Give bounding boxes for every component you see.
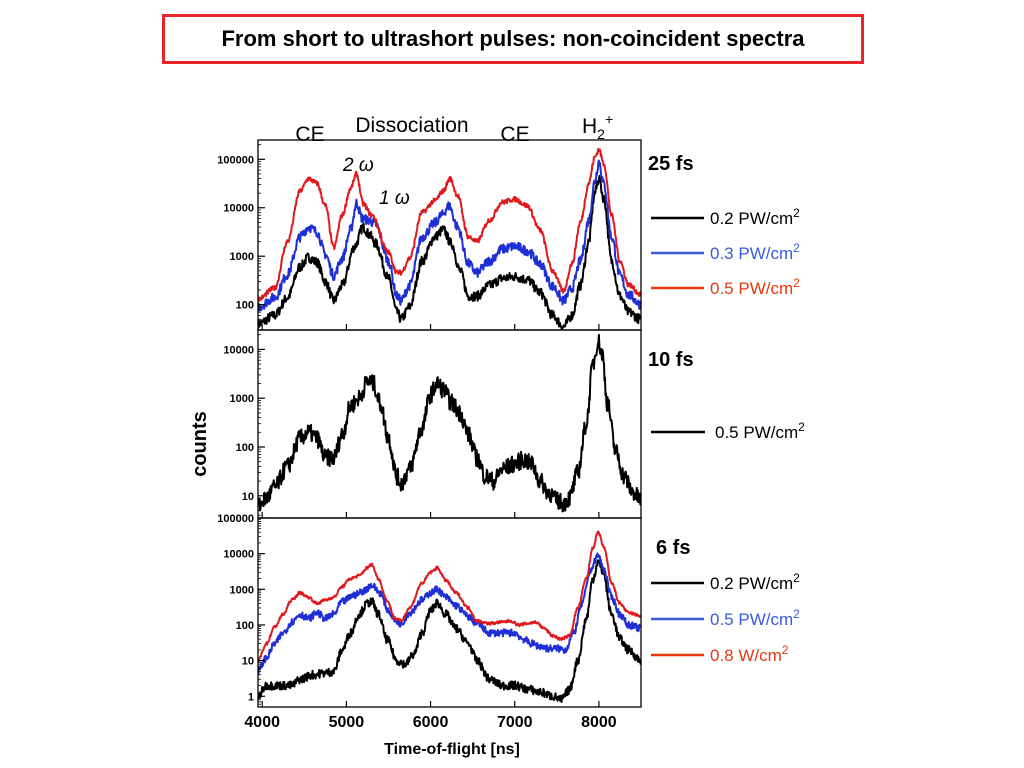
y-tick-label-2-2: 100: [236, 620, 254, 632]
label-h2-sup: +: [605, 111, 613, 127]
y-tick-label-0-0: 100: [236, 300, 254, 312]
slide-title: From short to ultrashort pulses: non-coi…: [162, 14, 864, 64]
y-tick-label-2-5: 100000: [217, 513, 254, 525]
y-tick-label-2-1: 10: [242, 656, 254, 668]
y-tick-label-2-3: 1000: [230, 584, 254, 596]
legend-text: 0.5 PW/cm: [715, 423, 798, 442]
y-tick-label-0-1: 1000: [230, 251, 254, 263]
label-h2-sub: 2: [597, 126, 605, 142]
legend-label-0-2: 0.5 PW/cm2: [710, 276, 800, 298]
panel-1: 10 100 1000 10000 10 fs 0.5 PW/cm2: [223, 329, 805, 519]
label-h2-base: H: [582, 115, 597, 138]
legend-text: 0.5 PW/cm: [710, 279, 793, 298]
x-tick-label-2: 6000: [413, 714, 449, 731]
series-line-0-1: [258, 159, 641, 313]
series-line-2-2: [258, 530, 641, 663]
legend-label-0-1: 0.3 PW/cm2: [710, 241, 800, 263]
x-axis-label: Time-of-flight [ns]: [384, 741, 520, 758]
y-tick-label-1-3: 10000: [223, 344, 254, 356]
legend-sup: 2: [793, 276, 800, 290]
panel-title-0: 25 fs: [648, 153, 694, 175]
legend-label-2-1: 0.5 PW/cm2: [710, 607, 800, 629]
label-one-omega: 1 ω: [379, 188, 410, 209]
legend-label-1-0: 0.5 PW/cm2: [715, 420, 805, 442]
label-ce-left: CE: [295, 123, 324, 146]
legend-text: 0.5 PW/cm: [710, 610, 793, 629]
series-line-0-0: [258, 174, 641, 330]
legend-text: 0.8 W/cm: [710, 646, 782, 665]
label-two-omega: 2 ω: [342, 155, 374, 176]
legend-sup: 2: [793, 241, 800, 255]
panel-title-1: 10 fs: [648, 349, 694, 371]
x-tick-label-3: 7000: [497, 714, 533, 731]
label-ce-right: CE: [500, 123, 529, 146]
y-tick-label-1-2: 1000: [230, 393, 254, 405]
series-line-0-2: [258, 147, 641, 303]
y-tick-label-0-2: 10000: [223, 203, 254, 215]
y-tick-label-0-3: 100000: [217, 154, 254, 166]
legend-label-0-0: 0.2 PW/cm2: [710, 206, 800, 228]
label-h2-plus: H2+: [582, 111, 613, 142]
label-dissociation: Dissociation: [355, 114, 468, 137]
y-axis-label: counts: [189, 411, 211, 477]
legend-sup: 2: [793, 206, 800, 220]
y-tick-label-2-0: 1: [248, 691, 254, 703]
legend-text: 0.3 PW/cm: [710, 244, 793, 263]
legend-label-2-2: 0.8 W/cm2: [710, 643, 789, 665]
legend-text: 0.2 PW/cm: [710, 574, 793, 593]
y-tick-label-1-0: 10: [242, 491, 254, 503]
legend-sup: 2: [793, 571, 800, 585]
y-tick-label-1-1: 100: [236, 442, 254, 454]
panel-title-2: 6 fs: [656, 537, 690, 559]
series-line-2-0: [258, 559, 641, 703]
legend-sup: 2: [793, 607, 800, 621]
y-tick-label-2-4: 10000: [223, 549, 254, 561]
series-line-2-1: [258, 552, 641, 675]
panel-frame-2: [257, 517, 642, 708]
series-line-1-0: [258, 333, 641, 513]
legend-sup: 2: [782, 643, 789, 657]
legend-sup: 2: [798, 420, 805, 434]
x-tick-label-4: 8000: [581, 714, 617, 731]
x-tick-label-0: 4000: [244, 714, 280, 731]
legend-text: 0.2 PW/cm: [710, 209, 793, 228]
x-tick-label-1: 5000: [329, 714, 365, 731]
legend-label-2-0: 0.2 PW/cm2: [710, 571, 800, 593]
